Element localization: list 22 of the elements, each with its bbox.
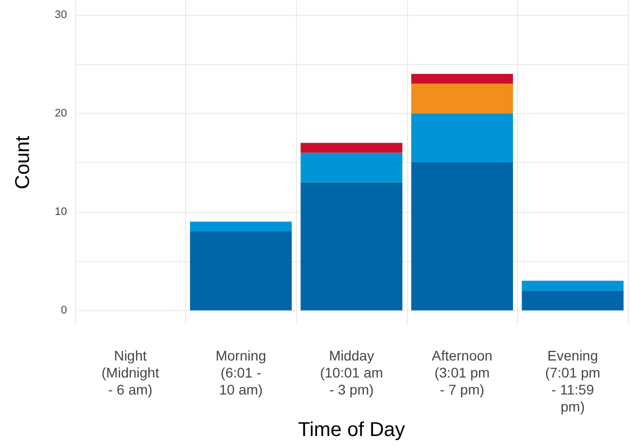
x-tick-label: Afternoon (3:01 pm - 7 pm) [432,348,492,398]
y-tick-label: 30 [54,8,67,21]
bar [411,113,513,163]
y-tick-label: 20 [54,107,67,120]
y-axis-title: Count [12,135,34,190]
bar [300,142,402,153]
bar [411,162,513,310]
bar [411,84,513,114]
x-tick-label: Night (Midnight - 6 am) [102,348,160,398]
bar [300,152,402,182]
x-tick-label: Midday (10:01 am - 3 pm) [320,348,384,398]
x-axis-title: Time of Day [298,419,406,441]
x-tick-label: Morning (6:01 - 10 am) [216,348,266,398]
bar [190,232,292,310]
y-tick-label: 10 [54,206,67,218]
bar [411,74,513,84]
bar [190,222,292,232]
bar [522,290,624,310]
y-tick-label: 0 [60,304,67,316]
bar [300,182,402,310]
x-tick-label: Evening (7:01 pm - 11:59 pm) [545,348,600,415]
bar [522,280,624,291]
